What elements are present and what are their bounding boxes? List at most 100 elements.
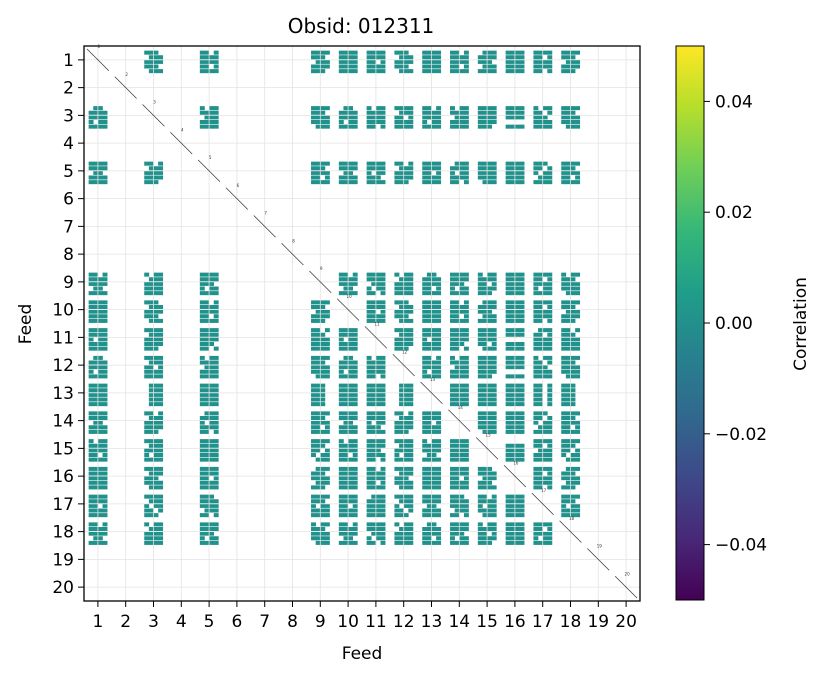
heatmap-cell bbox=[88, 439, 94, 444]
heatmap-cell bbox=[380, 365, 386, 370]
heatmap-cell bbox=[487, 522, 493, 527]
heatmap-cell bbox=[148, 402, 154, 407]
heatmap-cell bbox=[343, 531, 349, 536]
heatmap-cell bbox=[213, 416, 219, 421]
heatmap-cell bbox=[454, 110, 460, 115]
heatmap-cell bbox=[102, 508, 108, 513]
heatmap-cell bbox=[199, 480, 205, 485]
heatmap-cell bbox=[311, 355, 316, 360]
heatmap-cell bbox=[352, 397, 358, 402]
heatmap-cell bbox=[547, 527, 553, 532]
heatmap-cell bbox=[380, 300, 386, 305]
heatmap-cell bbox=[547, 69, 553, 74]
heatmap-cell bbox=[199, 50, 205, 55]
heatmap-cell bbox=[422, 536, 428, 541]
heatmap-cell bbox=[324, 346, 330, 351]
heatmap-cell bbox=[459, 120, 465, 125]
heatmap-cell bbox=[348, 180, 354, 185]
heatmap-cell bbox=[403, 170, 409, 175]
heatmap-cell bbox=[148, 59, 154, 64]
heatmap-cell bbox=[561, 448, 567, 453]
heatmap-cell bbox=[565, 175, 571, 180]
heatmap-cell bbox=[366, 124, 372, 129]
heatmap-cell bbox=[204, 480, 210, 485]
heatmap-cell bbox=[477, 466, 483, 471]
heatmap-cell bbox=[505, 318, 511, 323]
heatmap-cell bbox=[477, 540, 483, 545]
heatmap-cell bbox=[570, 318, 576, 323]
heatmap-cell bbox=[570, 300, 576, 305]
heatmap-cell bbox=[88, 328, 94, 333]
plot-frame bbox=[83, 45, 641, 602]
heatmap-cell bbox=[88, 476, 94, 481]
heatmap-cell bbox=[436, 120, 442, 125]
heatmap-cell bbox=[371, 466, 377, 471]
heatmap-cell bbox=[88, 337, 94, 342]
heatmap-cell bbox=[570, 411, 576, 416]
heatmap-cell bbox=[561, 170, 567, 175]
heatmap-cell bbox=[436, 369, 442, 374]
heatmap-cell bbox=[158, 531, 164, 536]
heatmap-cell bbox=[426, 342, 432, 347]
heatmap-cell bbox=[311, 115, 316, 120]
heatmap-cell bbox=[533, 277, 539, 282]
heatmap-cell bbox=[366, 429, 372, 434]
heatmap-cell bbox=[371, 494, 377, 499]
heatmap-cell bbox=[491, 513, 497, 518]
heatmap-cell bbox=[510, 536, 516, 541]
heatmap-cell bbox=[93, 402, 99, 407]
heatmap-cell bbox=[148, 429, 154, 434]
heatmap-cell bbox=[463, 314, 469, 319]
heatmap-cell bbox=[209, 365, 215, 370]
heatmap-cell bbox=[315, 383, 321, 388]
heatmap-cell bbox=[315, 166, 321, 171]
heatmap-cell bbox=[144, 439, 150, 444]
heatmap-cell bbox=[348, 476, 354, 481]
heatmap-cell bbox=[565, 392, 571, 397]
heatmap-cell bbox=[408, 332, 414, 337]
heatmap-cell bbox=[97, 342, 103, 347]
heatmap-cell bbox=[148, 536, 154, 541]
heatmap-cell bbox=[213, 106, 219, 111]
heatmap-cell bbox=[454, 453, 460, 458]
heatmap-cell bbox=[450, 448, 455, 453]
heatmap-cell bbox=[199, 448, 205, 453]
heatmap-cell bbox=[482, 110, 488, 115]
heatmap-cell bbox=[338, 443, 344, 448]
heatmap-cell bbox=[213, 439, 219, 444]
heatmap-cell bbox=[491, 50, 497, 55]
heatmap-cell bbox=[352, 457, 358, 462]
heatmap-cell bbox=[311, 503, 316, 508]
heatmap-cell bbox=[533, 531, 539, 536]
heatmap-cell bbox=[575, 425, 581, 430]
heatmap-cell bbox=[348, 388, 354, 393]
diagonal-label: 7 bbox=[264, 211, 267, 216]
heatmap-cell bbox=[158, 411, 164, 416]
heatmap-cell bbox=[399, 448, 404, 453]
heatmap-cell bbox=[482, 388, 488, 393]
heatmap-cell bbox=[324, 453, 330, 458]
heatmap-cell bbox=[403, 392, 409, 397]
heatmap-cell bbox=[144, 508, 150, 513]
heatmap-cell bbox=[315, 305, 321, 310]
heatmap-cell bbox=[422, 337, 428, 342]
heatmap-cell bbox=[97, 531, 103, 536]
heatmap-cell bbox=[542, 536, 548, 541]
heatmap-cell bbox=[491, 416, 497, 421]
heatmap-cell bbox=[102, 281, 108, 286]
heatmap-cell bbox=[399, 318, 404, 323]
heatmap-cell bbox=[102, 453, 108, 458]
heatmap-cell bbox=[148, 383, 154, 388]
heatmap-cell bbox=[88, 314, 94, 319]
heatmap-cell bbox=[454, 369, 460, 374]
heatmap-cell bbox=[463, 365, 469, 370]
heatmap-cell bbox=[519, 402, 525, 407]
heatmap-cell bbox=[158, 281, 164, 286]
heatmap-cell bbox=[450, 342, 455, 347]
heatmap-cell bbox=[575, 346, 581, 351]
heatmap-cell bbox=[97, 476, 103, 481]
heatmap-cell bbox=[348, 328, 354, 333]
heatmap-cell bbox=[88, 453, 94, 458]
heatmap-cell bbox=[209, 466, 215, 471]
heatmap-cell bbox=[199, 369, 205, 374]
